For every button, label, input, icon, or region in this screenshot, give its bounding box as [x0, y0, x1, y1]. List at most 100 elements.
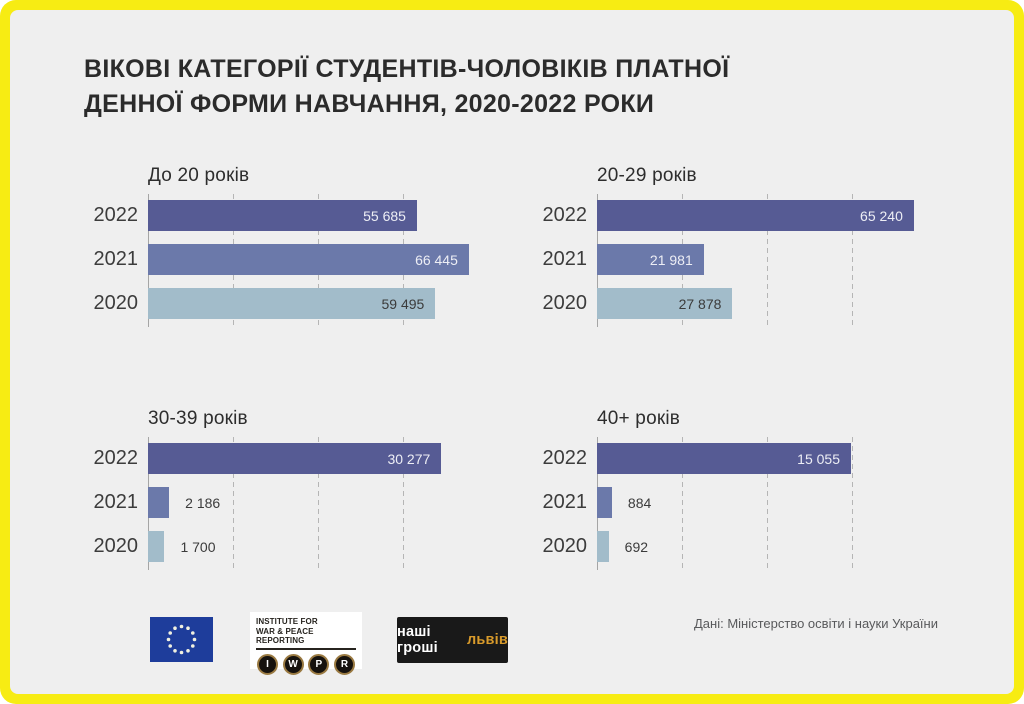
gridline [682, 437, 683, 570]
year-label: 2020 [93, 292, 139, 314]
bar-row-2021: 2021 2 186 [84, 487, 508, 518]
bar-row-2021: 2021 66 445 [84, 244, 508, 275]
plot-area: 2022 65 240 2021 21 981 2020 27 878 [533, 194, 957, 327]
chart-40-plus-years: 40+ років 2022 15 055 2021 884 2020 692 [533, 408, 957, 570]
value-label: 27 878 [678, 295, 722, 312]
value-label: 692 [624, 538, 649, 555]
bar-track: 30 277 [148, 443, 488, 474]
year-label: 2022 [542, 447, 588, 469]
eu-flag-stars [166, 624, 197, 655]
iwpr-key-p: P [308, 653, 330, 675]
value-label: 30 277 [387, 450, 431, 467]
year-label: 2021 [93, 248, 139, 270]
chart-under-20-years: До 20 років 2022 55 685 2021 66 445 2020 59 49… [84, 165, 508, 327]
iwpr-logo-rule [256, 647, 356, 650]
iwpr-key-r: R [333, 653, 355, 675]
bar-2020: 59 495 [148, 288, 436, 319]
iwpr-logo-line-2: WAR & PEACE REPORTING [256, 626, 314, 646]
bar-track: 884 [597, 487, 937, 518]
bar-2021: 66 445 [148, 244, 469, 275]
bar-row-2022: 2022 15 055 [533, 443, 957, 474]
bar-2022: 30 277 [148, 443, 442, 474]
chart-title: 20-29 років [597, 165, 697, 186]
year-label: 2020 [542, 292, 588, 314]
iwpr-logo-line-1: INSTITUTE FOR [256, 617, 318, 626]
bar-row-2020: 2020 27 878 [533, 288, 957, 319]
plot-area: 2022 55 685 2021 66 445 2020 59 495 [84, 194, 508, 327]
value-label: 59 495 [381, 295, 425, 312]
bar-row-2020: 2020 692 [533, 531, 957, 562]
bar-track: 65 240 [597, 200, 937, 231]
eu-flag-logo [150, 617, 213, 662]
bar-2022: 55 685 [148, 200, 417, 231]
bar-track: 27 878 [597, 288, 937, 319]
bar-2020 [597, 531, 609, 562]
gridline [767, 437, 768, 570]
bar-2022: 15 055 [597, 443, 851, 474]
gridline [318, 437, 319, 570]
bar-track: 55 685 [148, 200, 488, 231]
bar-2021: 21 981 [597, 244, 704, 275]
bar-row-2021: 2021 21 981 [533, 244, 957, 275]
page-title: ВІКОВІ КАТЕГОРІЇ СТУДЕНТІВ-ЧОЛОВІКІВ ПЛА… [84, 52, 729, 122]
year-label: 2022 [93, 204, 139, 226]
infographic-canvas: ВІКОВІ КАТЕГОРІЇ СТУДЕНТІВ-ЧОЛОВІКІВ ПЛА… [10, 10, 1014, 694]
bar-track: 15 055 [597, 443, 937, 474]
plot-area: 2022 15 055 2021 884 2020 692 [533, 437, 957, 570]
source-note: Дані: Міністерство освіти і науки Україн… [694, 616, 938, 631]
bar-row-2020: 2020 1 700 [84, 531, 508, 562]
bar-track: 2 186 [148, 487, 488, 518]
chart-title: 30-39 років [148, 408, 248, 429]
plot-area: 2022 30 277 2021 2 186 2020 1 700 [84, 437, 508, 570]
bar-track: 1 700 [148, 531, 488, 562]
bar-row-2022: 2022 55 685 [84, 200, 508, 231]
value-label: 884 [627, 494, 652, 511]
chart-title: До 20 років [148, 165, 250, 186]
bar-track: 66 445 [148, 244, 488, 275]
bar-row-2022: 2022 65 240 [533, 200, 957, 231]
value-label: 2 186 [185, 494, 221, 511]
year-label: 2022 [542, 204, 588, 226]
eu-flag-field [150, 617, 213, 662]
chart-20-29-years: 20-29 років 2022 65 240 2021 21 981 2020 27 87… [533, 165, 957, 327]
iwpr-typewriter-keys: I W P R [256, 653, 356, 675]
year-label: 2020 [93, 535, 139, 557]
gridline [403, 437, 404, 570]
nashi-groshi-text: наші гроші [397, 624, 438, 656]
gridline [852, 437, 853, 570]
page-title-line-2: ДЕННОЇ ФОРМИ НАВЧАННЯ, 2020-2022 РОКИ [84, 90, 655, 118]
iwpr-key-i: I [257, 653, 278, 675]
bar-2021 [597, 487, 612, 518]
bar-track: 21 981 [597, 244, 937, 275]
bar-2020 [148, 531, 165, 562]
bar-row-2022: 2022 30 277 [84, 443, 508, 474]
value-label: 15 055 [797, 450, 840, 467]
year-label: 2020 [542, 535, 588, 557]
value-label: 66 445 [415, 251, 458, 268]
value-label: 1 700 [180, 538, 216, 555]
page-title-line-1: ВІКОВІ КАТЕГОРІЇ СТУДЕНТІВ-ЧОЛОВІКІВ ПЛА… [84, 55, 730, 83]
chart-title: 40+ років [597, 408, 681, 429]
bar-2020: 27 878 [597, 288, 733, 319]
value-label: 65 240 [860, 207, 903, 224]
bar-track: 59 495 [148, 288, 488, 319]
gridline [767, 194, 768, 327]
gridline [852, 194, 853, 327]
iwpr-key-w: W [282, 653, 304, 675]
gridline [233, 437, 234, 570]
iwpr-logo: INSTITUTE FOR WAR & PEACE REPORTING I W … [250, 612, 362, 675]
year-label: 2021 [542, 248, 588, 270]
value-label: 21 981 [649, 251, 693, 268]
year-label: 2021 [542, 491, 588, 513]
year-label: 2022 [93, 447, 139, 469]
bar-row-2020: 2020 59 495 [84, 288, 508, 319]
bar-row-2021: 2021 884 [533, 487, 957, 518]
chart-30-39-years: 30-39 років 2022 30 277 2021 2 186 2020 1 700 [84, 408, 508, 570]
year-label: 2021 [93, 491, 139, 513]
nashi-groshi-lviv-logo: наші гроші львів [397, 617, 508, 663]
bar-2021 [148, 487, 170, 518]
value-label: 55 685 [363, 207, 406, 224]
bar-2022: 65 240 [597, 200, 914, 231]
nashi-groshi-lviv-text: львів [467, 632, 508, 648]
